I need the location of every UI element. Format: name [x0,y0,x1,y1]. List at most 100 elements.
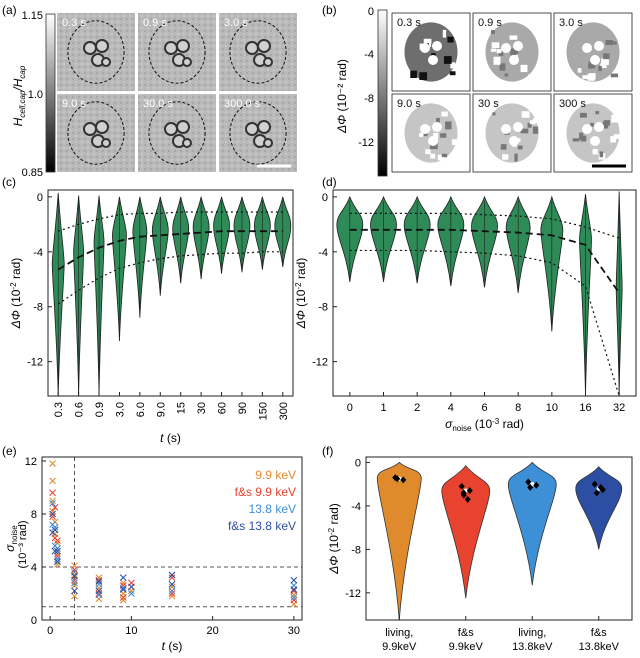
legend-entry: f&s 9.9 keV [235,485,296,499]
x-tick-label: 30 [196,402,208,414]
scatter-point [168,592,176,600]
scatter-point [95,590,103,597]
scatter-point [49,499,56,507]
scatter-point [49,489,56,497]
tile-background [138,94,216,172]
cell-outline [67,101,125,165]
scatter-point [49,510,56,518]
phase-speckle [582,75,591,80]
vesicle [101,138,111,148]
x-tick-label: 150 [257,402,269,420]
x-tick-label: 9.0 [155,402,167,417]
x-tick-label: 0.6 [74,402,86,417]
phase-speckle [492,112,496,116]
panel-label: (f) [322,444,333,458]
phase-speckle [514,153,518,162]
tile-background [219,13,297,91]
sample-diamond [400,476,407,484]
panel-b-cbar-tick-1: -4 [364,49,374,61]
phase-speckle [592,149,598,155]
vesicle [594,41,604,51]
scatter-point [119,584,127,592]
x-tick-label: 0.9 [94,402,106,417]
phase-speckle [605,40,613,46]
vesicle [594,122,604,132]
legend-entry: f&s 13.8 keV [228,519,296,533]
x-tick-label: 1 [380,402,386,414]
vesicle [176,120,190,134]
phase-speckle [610,136,616,143]
scatter-point [127,590,135,597]
phase-speckle [447,36,454,43]
y-tick-label: -8 [33,302,43,314]
panel-a-cbar-tick-min: 0.85 [22,167,43,179]
scatter-point [54,553,61,560]
vesicle [83,41,97,55]
tile-time-label: 0.9 s [478,17,502,29]
sample-diamond [458,482,465,490]
y-tick-label: -8 [351,544,361,556]
x-tick-label-line2: 9.9keV [382,641,417,653]
violin [507,461,557,586]
scatter-point [290,596,298,604]
vesicle [513,41,523,51]
phase-speckle [410,70,417,79]
phase-speckle [509,35,518,40]
y-tick-label: -12 [345,588,361,600]
vesicle [582,124,592,134]
panel-a-tiles: 0.3 s 0.9 s 3.0 s 9.0 s 30.0 s 300.0 s [57,13,297,172]
phase-speckle [599,151,604,158]
y-tick-label: -4 [351,501,361,513]
x-axis-label: σnoise (10-3 rad) [445,417,524,433]
scatter-point [71,579,78,587]
phase-speckle [532,126,539,134]
scatter-point [71,571,78,579]
phase-speckle [520,64,528,73]
x-tick-label: 90 [237,402,249,414]
y-axis-label: ΔΦ (10-2 rad) [9,258,23,330]
scatter-point [119,579,127,587]
image-tile: 30 s [472,93,552,173]
scatter-point [54,558,61,566]
panel-label: (d) [322,175,337,189]
image-tile: 300 s [553,93,633,173]
phase-speckle [527,122,532,128]
phase-speckle [504,73,509,77]
cell-phase-map [566,103,620,163]
y-axis-label: ΔΦ (10-2 rad) [294,258,308,330]
image-tile: 3.0 s [219,13,297,91]
x-tick-label-line2: 13.8keV [579,641,620,653]
scatter-point [127,583,135,591]
phase-speckle [450,62,456,69]
phase-speckle [610,41,617,45]
vesicle [83,122,97,136]
scatter-point [168,571,176,579]
vesicle [582,43,592,53]
cell-outline [148,101,206,165]
chart-f: living, 9.9keV f&s 9.9keV living, 13.8keV f&s 1… [322,444,633,653]
phase-speckle [451,139,458,145]
y-tick-label: 4 [31,562,37,574]
image-tile: 0.3 s [57,13,135,91]
tile-background [219,94,297,172]
x-tick-label-line1: f&s [591,627,607,639]
phase-speckle [499,63,506,71]
tile-time-label: 300 s [559,98,586,110]
panel-b-cbar-title: ΔΦ (10⁻² rad) [335,59,349,134]
cell-outline [229,101,287,165]
x-axis-label: t (s) [162,639,183,653]
vesicle [257,39,271,53]
panel-b-cbar-tick-2: -8 [364,93,374,105]
vesicle [420,124,430,134]
image-tile: 9.0 s [391,93,471,173]
y-tick-label: 12 [25,456,37,468]
x-tick-label: 6 [481,402,487,414]
legend-entry: 13.8 keV [249,502,296,516]
scatter-point [290,587,298,595]
phase-speckle [423,38,432,44]
phase-speckle [493,56,501,65]
tile-time-label: 3.0 s [559,17,583,29]
lower-quantile-line [349,249,620,397]
sample-diamond [593,489,600,497]
x-tick-label: 2 [414,402,420,414]
